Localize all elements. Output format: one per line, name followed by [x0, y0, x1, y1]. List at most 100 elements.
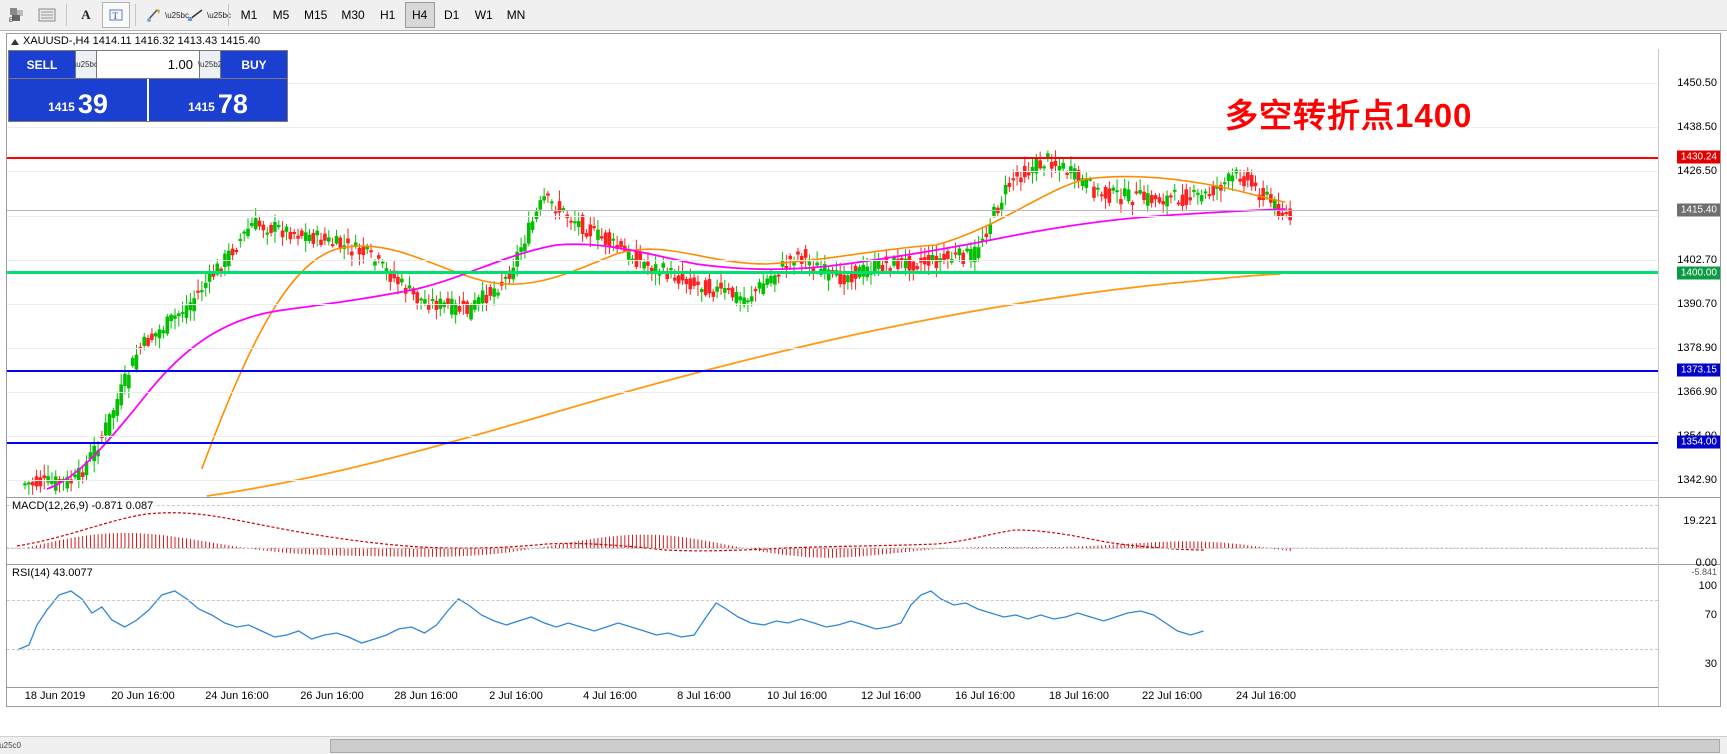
toolbar-separator-2: [135, 4, 136, 26]
time-tick: 22 Jul 16:00: [1142, 690, 1202, 702]
price-line-current: [7, 210, 1658, 211]
rsi-axis-tick: 70: [1704, 609, 1717, 621]
price-tick: 1438.50: [1677, 121, 1717, 133]
horizontal-scrollbar[interactable]: \u25c0: [0, 736, 1727, 754]
chart-canvas[interactable]: XAUUSD-,H4 1414.11 1416.32 1413.43 1415.…: [6, 33, 1721, 707]
rsi-pane[interactable]: RSI(14) 43.0077: [7, 565, 1658, 676]
main-toolbar: E A T \u25bc \u25bc M1 M5 M15 M30 H1 H4 …: [0, 0, 1727, 31]
bid-price[interactable]: 1415 39: [9, 79, 147, 121]
scroll-left-arrow-icon[interactable]: \u25c0: [0, 741, 22, 750]
time-tick: 26 Jun 16:00: [300, 690, 364, 702]
svg-text:E: E: [9, 18, 13, 24]
scrollbar-thumb[interactable]: [330, 739, 1720, 753]
price-pane[interactable]: [7, 49, 1658, 497]
bid-price-points: 39: [77, 89, 108, 119]
volume-stepper-up[interactable]: \u25b2: [198, 51, 222, 78]
chart-annotation-text: 多空转折点1400: [1225, 97, 1473, 134]
one-click-trading-panel[interactable]: SELL \u25bc 1.00 \u25b2 BUY 1415 39 1415…: [8, 50, 288, 122]
price-tag-1400: 1400.00: [1676, 266, 1720, 280]
price-tick: 1450.50: [1677, 77, 1717, 89]
volume-stepper-down[interactable]: \u25bc: [74, 51, 98, 78]
timeframe-m1[interactable]: M1: [240, 8, 258, 22]
toolbar-separator-3: [228, 4, 229, 26]
rsi-level-70: [7, 600, 1658, 601]
ask-price-prefix: 1415: [188, 100, 215, 114]
timeframe-h4[interactable]: H4: [404, 2, 435, 28]
volume-input[interactable]: 1.00: [97, 51, 199, 78]
collapse-triangle-icon[interactable]: [11, 38, 19, 45]
time-tick: 20 Jun 16:00: [111, 690, 175, 702]
chart-template-icon[interactable]: [33, 2, 61, 28]
rsi-label: RSI(14) 43.0077: [11, 567, 94, 579]
price-tag-current: 1415.40: [1676, 203, 1720, 217]
line-style-icon[interactable]: [183, 2, 211, 28]
drawing-tools-icon[interactable]: [141, 2, 169, 28]
price-tick: 1378.90: [1677, 342, 1717, 354]
time-tick: 28 Jun 16:00: [394, 690, 458, 702]
pane-separator-1: [7, 497, 1720, 498]
timeframe-mn[interactable]: MN: [506, 8, 526, 22]
time-axis[interactable]: 18 Jun 2019 20 Jun 16:00 24 Jun 16:00 26…: [7, 687, 1658, 706]
bid-price-prefix: 1415: [48, 100, 75, 114]
level-line-1400[interactable]: [7, 271, 1658, 274]
svg-text:T: T: [113, 11, 119, 21]
rsi-axis-tick: 30: [1704, 658, 1717, 670]
rsi-level-30: [7, 649, 1658, 650]
buy-button[interactable]: BUY: [221, 51, 287, 78]
price-axis[interactable]: 1450.50 1438.50 1426.50 1402.70 1390.70 …: [1658, 49, 1720, 706]
sell-button[interactable]: SELL: [9, 51, 75, 78]
level-line-1354[interactable]: [7, 442, 1658, 444]
toolbar-separator: [66, 4, 67, 26]
time-tick: 12 Jul 16:00: [861, 690, 921, 702]
macd-axis-tick: -5.841: [1691, 567, 1717, 577]
time-tick: 16 Jul 16:00: [955, 690, 1015, 702]
oct-divider: [147, 79, 149, 121]
timeframe-d1[interactable]: D1: [444, 8, 460, 22]
symbol-ohlc-text: XAUUSD-,H4 1414.11 1416.32 1413.43 1415.…: [23, 35, 261, 47]
ma-long-orange-line: [206, 273, 1281, 497]
ma-magenta-line: [46, 208, 1286, 490]
time-tick: 18 Jun 2019: [24, 690, 86, 702]
price-tick: 1426.50: [1677, 165, 1717, 177]
rsi-axis-tick: 100: [1698, 580, 1717, 592]
ask-price[interactable]: 1415 78: [149, 79, 287, 121]
time-tick: 18 Jul 16:00: [1049, 690, 1109, 702]
symbol-ohlc-bar: XAUUSD-,H4 1414.11 1416.32 1413.43 1415.…: [7, 34, 260, 49]
chevron-down-icon[interactable]: \u25bc: [164, 10, 190, 20]
price-tag-1430: 1430.24: [1676, 150, 1720, 164]
time-tick: 8 Jul 16:00: [677, 690, 731, 702]
macd-axis-tick: 0.00: [1695, 557, 1717, 569]
price-tag-1373: 1373.15: [1676, 363, 1720, 377]
timeframe-m30[interactable]: M30: [341, 8, 365, 22]
time-tick: 24 Jun 16:00: [205, 690, 269, 702]
time-tick: 10 Jul 16:00: [767, 690, 827, 702]
rsi-series: [16, 590, 1204, 651]
macd-label: MACD(12,26,9) -0.871 0.087: [11, 500, 155, 512]
text-label-icon[interactable]: T: [102, 2, 130, 28]
time-tick: 24 Jul 16:00: [1236, 690, 1296, 702]
timeframe-m5[interactable]: M5: [272, 8, 290, 22]
price-tick: 1402.70: [1677, 254, 1717, 266]
price-tag-1354: 1354.00: [1676, 435, 1720, 449]
macd-series: [7, 512, 1658, 558]
time-tick: 2 Jul 16:00: [489, 690, 543, 702]
price-tick: 1342.90: [1677, 474, 1717, 486]
chart-window: XAUUSD-,H4 1414.11 1416.32 1413.43 1415.…: [0, 31, 1727, 731]
oct-top-row: SELL \u25bc 1.00 \u25b2 BUY: [9, 51, 287, 79]
text-tool-icon[interactable]: A: [81, 7, 91, 22]
time-tick: 4 Jul 16:00: [583, 690, 637, 702]
line-style-chevron-icon[interactable]: \u25bc: [206, 10, 232, 20]
timeframe-h1[interactable]: H1: [380, 8, 396, 22]
macd-axis-tick: 19.221: [1683, 515, 1717, 527]
macd-pane[interactable]: MACD(12,26,9) -0.871 0.087: [7, 498, 1658, 563]
ma-orange-line: [201, 175, 1286, 470]
new-chart-icon[interactable]: E: [3, 2, 31, 28]
level-line-1430[interactable]: [7, 157, 1658, 159]
level-line-1373[interactable]: [7, 370, 1658, 372]
price-tick: 1390.70: [1677, 298, 1717, 310]
timeframe-m15[interactable]: M15: [304, 8, 328, 22]
timeframe-w1[interactable]: W1: [474, 8, 493, 22]
price-tick: 1366.90: [1677, 386, 1717, 398]
oct-price-row: 1415 39 1415 78: [9, 79, 287, 121]
macd-signal-line: [16, 512, 1206, 552]
